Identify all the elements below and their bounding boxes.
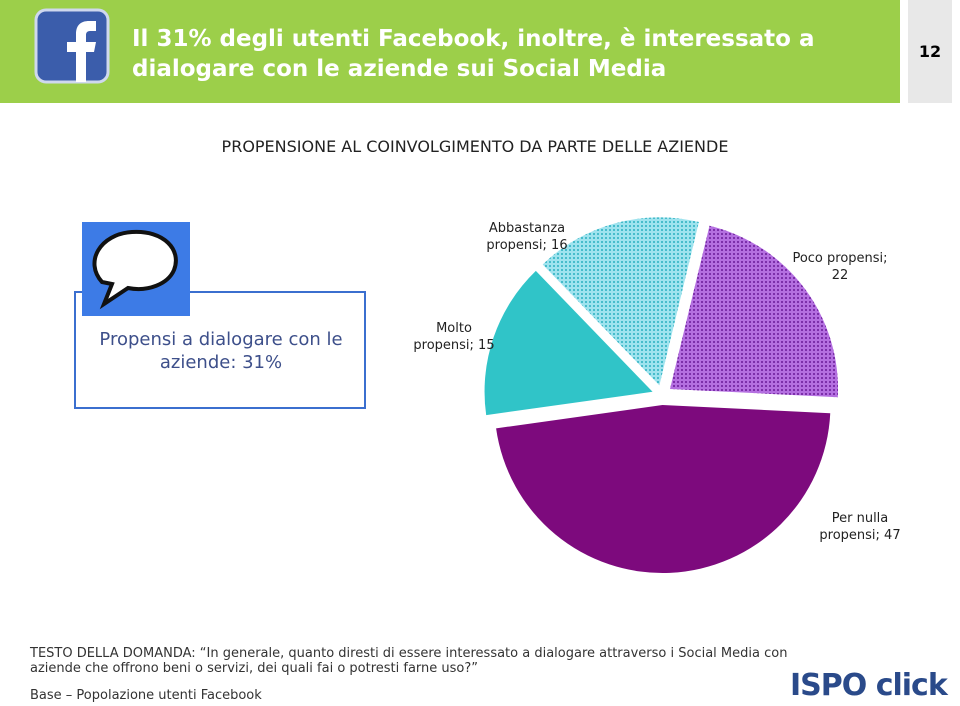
- header-title: Il 31% degli utenti Facebook, inoltre, è…: [132, 26, 815, 82]
- page-number: 12: [908, 0, 952, 103]
- pie-chart: [484, 217, 839, 573]
- facebook-icon: [34, 8, 110, 84]
- chart-title: PROPENSIONE AL COINVOLGIMENTO DA PARTE D…: [221, 137, 729, 156]
- callout-box: [74, 291, 366, 409]
- question-text: TESTO DELLA DOMANDA: “In generale, quant…: [30, 646, 788, 676]
- speech-icon: [82, 222, 190, 316]
- base-text: Base – Popolazione utenti Facebook: [30, 688, 262, 703]
- slice-label: Abbastanza propensi; 16: [486, 221, 568, 253]
- slice-label: Per nulla propensi; 47: [819, 511, 901, 543]
- slice-label: Poco propensi; 22: [792, 251, 888, 283]
- callout-text: Propensi a dialogare con le aziende: 31%: [99, 329, 343, 373]
- slice-texture: [670, 225, 839, 398]
- pie-slice: [496, 404, 831, 573]
- header-bar: [0, 0, 900, 103]
- slice-texture: [542, 217, 699, 386]
- logo: ISPO click: [790, 668, 948, 703]
- pie-slice: [484, 270, 653, 416]
- slice-label: Molto propensi; 15: [413, 321, 495, 353]
